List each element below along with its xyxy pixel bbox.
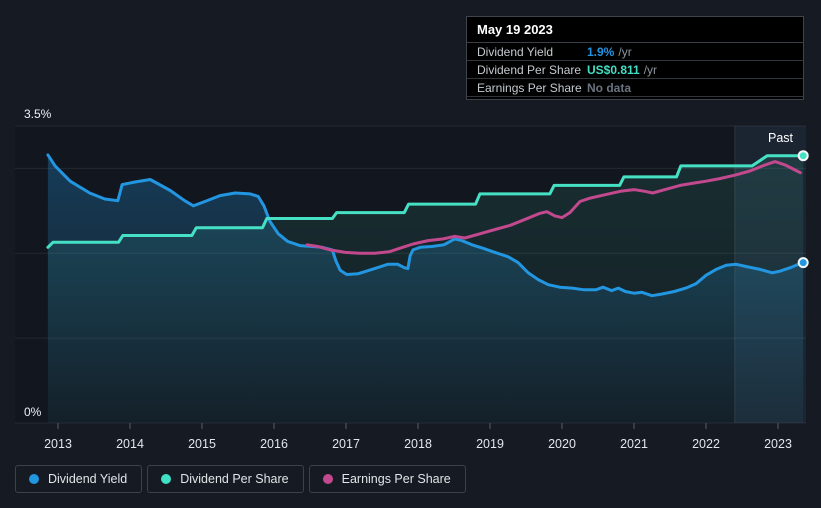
- y-axis-label-min: 0%: [24, 405, 42, 419]
- series-end-dot: [797, 150, 809, 162]
- legend-item-dividend-yield[interactable]: Dividend Yield: [15, 465, 143, 493]
- tooltip-value: US$0.811: [587, 62, 640, 77]
- legend-item-earnings-per-share[interactable]: Earnings Per Share: [308, 465, 466, 493]
- earnings-per-share-dot-icon: [322, 474, 333, 484]
- legend-label: Earnings Per Share: [341, 472, 451, 486]
- tooltip-label: Dividend Yield: [477, 44, 554, 59]
- x-axis-tick-label: 2020: [548, 437, 576, 451]
- series-end-dot: [797, 257, 809, 269]
- x-axis-tick-label: 2023: [764, 437, 792, 451]
- x-axis-tick-label: 2017: [332, 437, 360, 451]
- x-axis-tick-label: 2019: [476, 437, 504, 451]
- past-region-label: Past: [768, 131, 794, 145]
- legend-label: Dividend Per Share: [180, 472, 289, 486]
- legend-item-dividend-per-share[interactable]: Dividend Per Share: [147, 465, 304, 493]
- x-axis-tick-label: 2018: [404, 437, 432, 451]
- series-line: [46, 154, 805, 249]
- tooltip-date: May 19 2023: [467, 17, 803, 43]
- series-line: [46, 153, 805, 298]
- series-line: [305, 160, 802, 255]
- dividend-per-share-dot-icon: [161, 474, 172, 484]
- area-fill: [47, 155, 804, 423]
- tooltip-unit: /yr: [618, 44, 632, 59]
- x-axis-tick-label: 2016: [260, 437, 288, 451]
- x-axis-tick-label: 2015: [188, 437, 216, 451]
- tooltip-value: 1.9%: [587, 44, 615, 59]
- legend-label: Dividend Yield: [48, 472, 128, 486]
- x-axis-tick-label: 2021: [620, 437, 648, 451]
- x-axis-tick-label: 2014: [116, 437, 144, 451]
- chart-legend: Dividend Yield Dividend Per Share Earnin…: [15, 465, 466, 493]
- chart-tooltip: May 19 2023 Dividend Yield 1.9% /yr Divi…: [466, 16, 804, 100]
- tooltip-label: Dividend Per Share: [477, 62, 582, 77]
- y-axis-label-max: 3.5%: [24, 107, 52, 121]
- tooltip-value: No data: [587, 80, 632, 95]
- dividend-yield-dot-icon: [29, 474, 39, 484]
- x-axis-tick-label: 2022: [692, 437, 720, 451]
- tooltip-row-dividend-per-share: Dividend Per Share US$0.811 /yr: [467, 61, 803, 79]
- tooltip-row-dividend-yield: Dividend Yield 1.9% /yr: [467, 43, 803, 61]
- x-axis-tick-label: 2013: [44, 437, 72, 451]
- tooltip-label: Earnings Per Share: [477, 80, 582, 95]
- tooltip-unit: /yr: [643, 62, 658, 77]
- tooltip-row-earnings-per-share: Earnings Per Share No data: [467, 79, 803, 97]
